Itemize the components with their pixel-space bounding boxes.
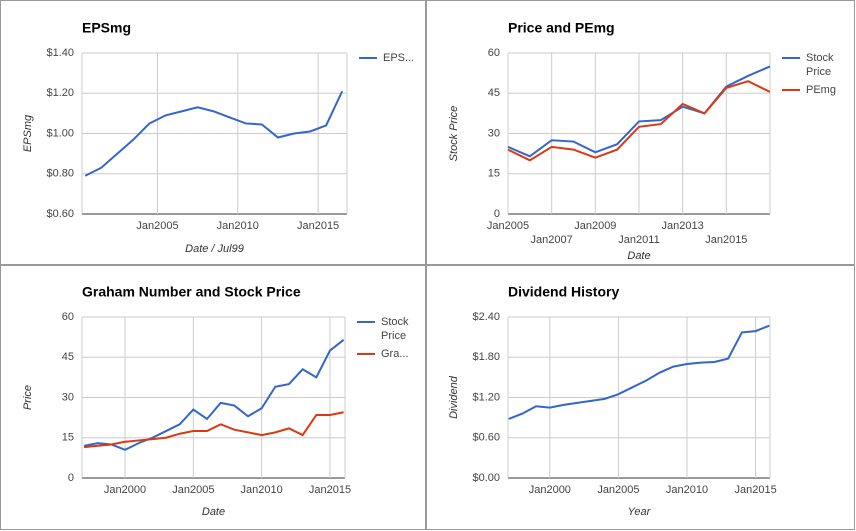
legend-label: PEmg (806, 84, 836, 96)
x-tick-label: Jan2005 (487, 220, 529, 232)
series-line (83, 339, 345, 451)
x-tick-label: Jan2009 (574, 220, 616, 232)
x-tick-label: Jan2015 (309, 484, 351, 496)
x-axis-title: Date (202, 506, 225, 518)
series-line (507, 65, 771, 158)
x-tick-label: Jan2005 (172, 484, 214, 496)
x-axis-title: Year (628, 506, 652, 518)
x-axis-title: Date (627, 250, 650, 262)
y-tick-label: $1.20 (46, 87, 74, 99)
x-tick-label: Jan2010 (666, 484, 708, 496)
y-tick-label: $0.60 (472, 432, 500, 444)
x-tick-label: Jan2010 (241, 484, 283, 496)
y-tick-label: $1.20 (472, 391, 500, 403)
y-axis-title: Stock Price (448, 106, 460, 162)
x-tick-label: Jan2007 (531, 234, 573, 246)
x-tick-label: Jan2015 (297, 220, 339, 232)
legend-label: Stock Price (381, 316, 412, 342)
series-line (84, 90, 344, 177)
y-axis-title: EPSmg (22, 114, 34, 152)
y-axis-title: Price (22, 385, 34, 410)
series-line (507, 80, 771, 162)
x-tick-label: Jan2000 (104, 484, 146, 496)
y-tick-label: 60 (488, 47, 500, 59)
x-tick-label: Jan2005 (136, 220, 178, 232)
chart-title: Dividend History (508, 284, 619, 300)
y-tick-label: $1.80 (472, 351, 500, 363)
series-line (508, 324, 770, 420)
x-tick-label: Jan2010 (217, 220, 259, 232)
x-tick-label: Jan2005 (597, 484, 639, 496)
y-tick-label: 0 (68, 472, 74, 484)
x-tick-label: Jan2015 (705, 234, 747, 246)
x-tick-label: Jan2013 (662, 220, 704, 232)
x-tick-label: Jan2000 (529, 484, 571, 496)
chart-title: Graham Number and Stock Price (82, 284, 301, 300)
x-tick-label: Jan2011 (618, 234, 659, 246)
y-tick-label: $0.60 (46, 208, 74, 220)
x-tick-label: Jan2015 (734, 484, 776, 496)
y-tick-label: $0.80 (46, 168, 74, 180)
y-tick-label: 15 (488, 168, 500, 180)
y-tick-label: 60 (62, 311, 74, 323)
y-tick-label: 0 (494, 208, 500, 220)
y-tick-label: 30 (62, 391, 74, 403)
series-line (83, 411, 344, 449)
y-axis-title: Dividend (448, 375, 460, 419)
y-tick-label: $0.00 (472, 472, 500, 484)
y-tick-label: 15 (62, 432, 74, 444)
chart-title: EPSmg (82, 20, 131, 36)
legend-label: Gra... (381, 348, 409, 360)
legend-label: Stock Price (806, 52, 837, 78)
panel (0, 0, 426, 265)
panel (426, 0, 855, 265)
chart-title: Price and PEmg (508, 20, 615, 36)
y-tick-label: 45 (488, 87, 500, 99)
y-tick-label: $2.40 (472, 311, 500, 323)
y-tick-label: 45 (62, 351, 74, 363)
legend-label: EPS... (383, 52, 414, 64)
y-tick-label: 30 (488, 127, 500, 139)
y-tick-label: $1.00 (46, 127, 74, 139)
y-tick-label: $1.40 (46, 47, 74, 59)
x-axis-title: Date / Jul99 (185, 243, 244, 255)
